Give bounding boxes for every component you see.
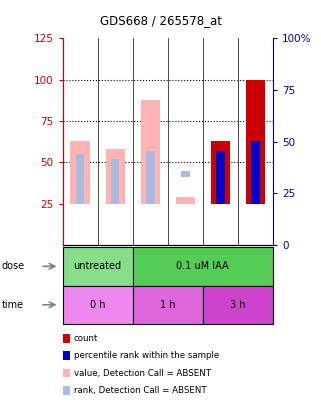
Text: 1 h: 1 h xyxy=(160,300,176,310)
Bar xyxy=(106,149,125,204)
Bar xyxy=(76,154,84,204)
Text: 3 h: 3 h xyxy=(230,300,246,310)
Bar xyxy=(251,141,260,204)
Bar xyxy=(246,80,265,204)
Text: count: count xyxy=(74,334,98,343)
Text: value, Detection Call = ABSENT: value, Detection Call = ABSENT xyxy=(74,369,211,377)
Bar xyxy=(111,159,119,204)
Text: dose: dose xyxy=(2,261,25,271)
Text: GDS668 / 265578_at: GDS668 / 265578_at xyxy=(100,14,221,27)
Text: untreated: untreated xyxy=(74,261,122,271)
Bar xyxy=(141,100,160,204)
Bar xyxy=(146,151,154,204)
Text: rank, Detection Call = ABSENT: rank, Detection Call = ABSENT xyxy=(74,386,206,395)
Bar xyxy=(211,141,230,204)
Text: 0.1 uM IAA: 0.1 uM IAA xyxy=(177,261,229,271)
Bar xyxy=(181,171,190,177)
Bar xyxy=(216,151,225,204)
Bar xyxy=(176,197,195,204)
Bar xyxy=(71,141,90,204)
Text: percentile rank within the sample: percentile rank within the sample xyxy=(74,351,219,360)
Text: time: time xyxy=(2,300,24,310)
Text: 0 h: 0 h xyxy=(90,300,105,310)
